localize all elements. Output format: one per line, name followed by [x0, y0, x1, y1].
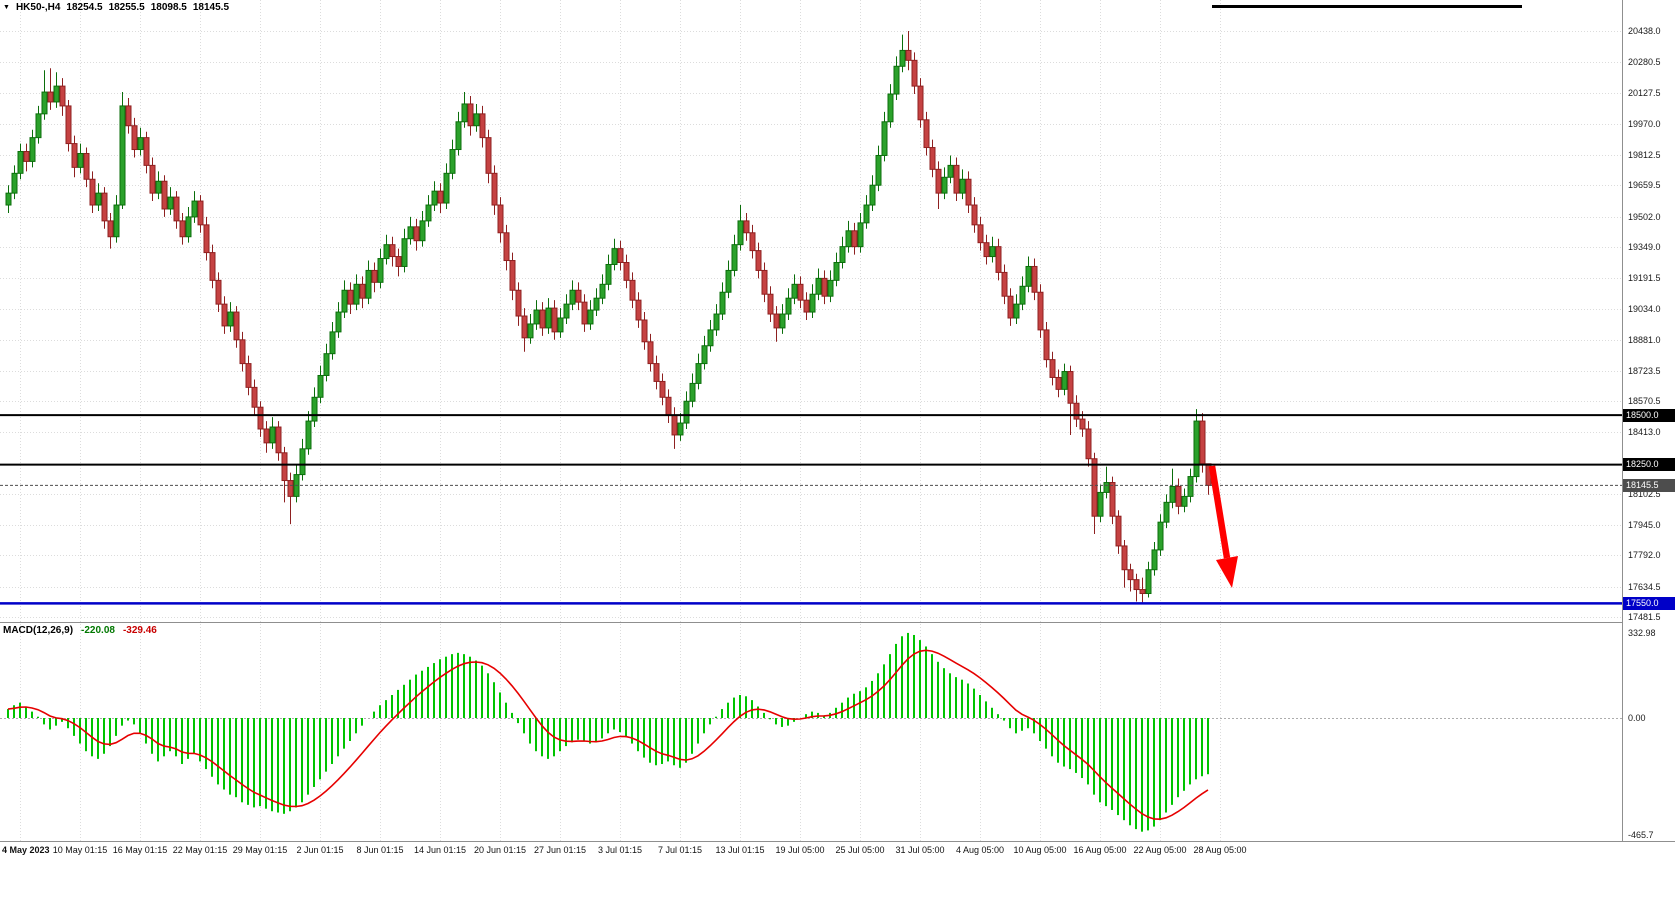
time-axis-label: 10 May 01:15	[52, 845, 108, 855]
price-axis-label: 19349.0	[1628, 242, 1661, 252]
macd-axis-max: 332.98	[1628, 628, 1656, 638]
time-axis-label: 25 Jul 05:00	[835, 845, 885, 855]
price-axis-separator	[1622, 0, 1623, 841]
macd-axis-zero: 0.00	[1628, 713, 1646, 723]
time-axis-label: 16 Aug 05:00	[1073, 845, 1127, 855]
time-axis-label: 22 Aug 05:00	[1133, 845, 1187, 855]
time-axis-label: 31 Jul 05:00	[895, 845, 945, 855]
trend-arrow[interactable]	[1208, 465, 1238, 588]
price-axis-label: 17481.5	[1628, 612, 1661, 622]
price-axis-label: 18881.0	[1628, 335, 1661, 345]
annotation-line[interactable]	[1212, 5, 1522, 8]
time-axis-label: 27 Jun 01:15	[533, 845, 587, 855]
price-axis-label: 19034.0	[1628, 304, 1661, 314]
time-axis-label: 7 Jul 01:15	[657, 845, 703, 855]
ohlc-low: 18098.5	[150, 2, 187, 13]
price-axis-label: 20280.5	[1628, 57, 1661, 67]
price-axis-label: 19191.5	[1628, 273, 1661, 283]
macd-value: -220.08	[81, 625, 115, 636]
time-axis-label: 2 Jun 01:15	[296, 845, 344, 855]
chart-marker-icon: ▼	[3, 3, 10, 11]
price-badge-18250.0: 18250.0	[1623, 458, 1675, 471]
time-axis-label: 3 Jul 01:15	[597, 845, 643, 855]
time-axis-label: 19 Jul 05:00	[775, 845, 825, 855]
macd-signal-value: -329.46	[122, 625, 157, 636]
price-axis-label: 18102.5	[1628, 489, 1661, 499]
time-axis-label: 13 Jul 01:15	[715, 845, 765, 855]
macd-indicator-label: MACD(12,26,9) -220.08 -329.46	[3, 625, 157, 636]
price-axis-label: 19812.5	[1628, 150, 1661, 160]
time-axis[interactable]	[0, 842, 1675, 900]
ohlc-close: 18145.5	[192, 2, 230, 13]
price-badge-18145.5: 18145.5	[1623, 479, 1675, 492]
symbol-period-label: HK50-,H4	[15, 2, 61, 13]
price-axis-label: 18570.5	[1628, 396, 1661, 406]
ohlc-high: 18255.5	[108, 2, 145, 13]
time-axis-label: 28 Aug 05:00	[1193, 845, 1247, 855]
price-axis-label: 20127.5	[1628, 88, 1661, 98]
time-axis-label: 4 May 2023	[2, 845, 50, 855]
price-axis-label: 18413.0	[1628, 427, 1661, 437]
price-axis-label: 19659.5	[1628, 180, 1661, 190]
price-axis-label: 19970.0	[1628, 119, 1661, 129]
macd-axis-min: -465.7	[1628, 830, 1654, 840]
macd-name: MACD(12,26,9)	[3, 625, 74, 636]
price-axis-label: 17792.0	[1628, 550, 1661, 560]
time-axis-label: 20 Jun 01:15	[473, 845, 527, 855]
chart-legend: ▼ HK50-,H4 18254.5 18255.5 18098.5 18145…	[3, 2, 229, 13]
panel-separator[interactable]	[0, 622, 1675, 623]
time-axis-label: 14 Jun 01:15	[413, 845, 467, 855]
time-axis-label: 10 Aug 05:00	[1013, 845, 1067, 855]
price-axis-label: 18723.5	[1628, 366, 1661, 376]
price-axis-label: 17634.5	[1628, 582, 1661, 592]
candles	[5, 31, 1212, 603]
time-axis-label: 22 May 01:15	[172, 845, 228, 855]
price-axis-label: 19502.0	[1628, 212, 1661, 222]
price-axis-label: 20438.0	[1628, 26, 1661, 36]
price-badge-17550.0: 17550.0	[1623, 597, 1675, 610]
time-axis-label: 8 Jun 01:15	[356, 845, 404, 855]
time-axis-label: 16 May 01:15	[112, 845, 168, 855]
macd-histogram	[7, 632, 1209, 832]
time-axis-separator	[0, 841, 1675, 842]
ohlc-open: 18254.5	[66, 2, 103, 13]
time-axis-label: 29 May 01:15	[232, 845, 288, 855]
macd-signal-line	[7, 649, 1209, 821]
time-axis-label: 4 Aug 05:00	[955, 845, 1005, 855]
price-badge-18500.0: 18500.0	[1623, 409, 1675, 422]
price-axis-label: 17945.0	[1628, 520, 1661, 530]
